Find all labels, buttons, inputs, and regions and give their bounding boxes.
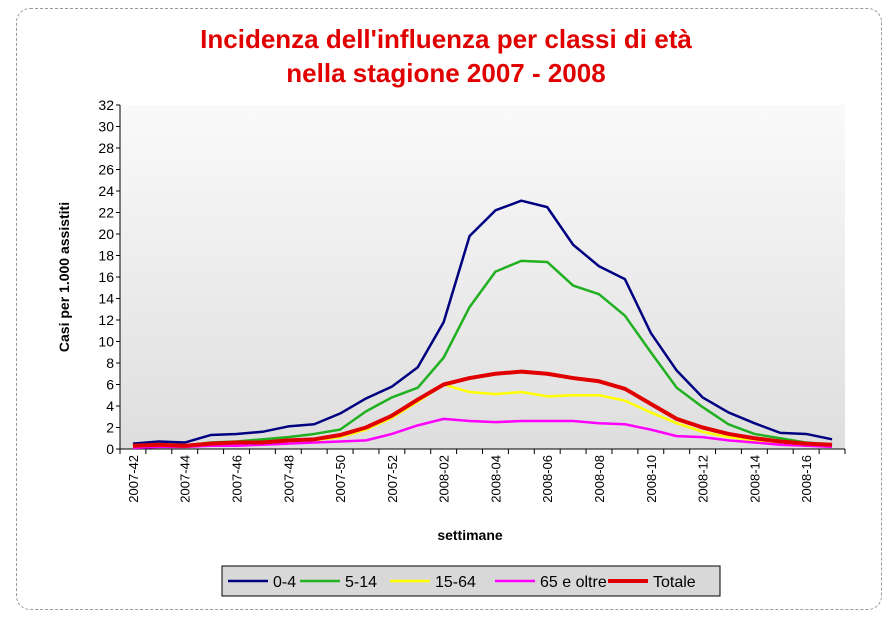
x-tick-label: 2008-10	[644, 455, 659, 503]
y-tick-label: 24	[98, 183, 114, 199]
x-tick-label: 2007-52	[385, 455, 400, 503]
y-tick-label: 28	[98, 140, 114, 156]
plot-area	[120, 105, 845, 449]
x-tick-label: 2008-14	[747, 455, 762, 503]
legend-label: 5-14	[345, 574, 377, 591]
y-tick-label: 2	[106, 420, 114, 436]
x-tick-label: 2008-06	[540, 455, 555, 503]
chart-title: Incidenza dell'influenza per classi di e…	[0, 22, 892, 90]
x-tick-label: 2007-44	[178, 455, 193, 503]
y-tick-label: 26	[98, 162, 114, 178]
chart-frame	[16, 8, 882, 610]
y-tick-label: 0	[106, 441, 114, 457]
y-tick-label: 4	[106, 398, 114, 414]
x-tick-label: 2007-48	[281, 455, 296, 503]
y-tick-label: 30	[98, 119, 114, 135]
y-tick-label: 12	[98, 312, 114, 328]
y-tick-label: 18	[98, 248, 114, 264]
y-tick-label: 16	[98, 269, 114, 285]
series-line-65-e-oltre	[132, 417, 833, 450]
legend: 0-4 5-14 15-64 65 e oltre Totale	[221, 565, 721, 597]
y-tick-label: 20	[98, 226, 114, 242]
legend-label: 15-64	[435, 574, 476, 591]
x-tick-label: 2008-08	[592, 455, 607, 503]
title-line-1: Incidenza dell'influenza per classi di e…	[200, 24, 692, 54]
series-line-0-4	[132, 199, 833, 445]
y-tick-label: 6	[106, 377, 114, 393]
y-tick-label: 10	[98, 334, 114, 350]
title-line-2: nella stagione 2007 - 2008	[286, 58, 606, 88]
y-tick-label: 22	[98, 205, 114, 221]
x-axis-label: settimane	[437, 527, 503, 543]
legend-label: 65 e oltre	[540, 574, 607, 591]
y-tick-label: 14	[98, 291, 114, 307]
x-tick-label: 2008-02	[437, 455, 452, 503]
x-tick-label: 2008-16	[799, 455, 814, 503]
legend-label: 0-4	[273, 574, 296, 591]
x-tick-label: 2008-04	[488, 455, 503, 503]
y-axis-label: Casi per 1.000 assistiti	[56, 202, 72, 352]
legend-label: Totale	[653, 574, 696, 591]
x-tick-label: 2007-46	[230, 455, 245, 503]
x-tick-label: 2007-50	[333, 455, 348, 503]
y-tick-label: 32	[98, 97, 114, 113]
y-tick-label: 8	[106, 355, 114, 371]
series-line-5-14	[132, 259, 833, 449]
x-tick-label: 2007-42	[126, 455, 141, 503]
series-line-Totale	[132, 369, 833, 448]
x-tick-label: 2008-12	[696, 455, 711, 503]
